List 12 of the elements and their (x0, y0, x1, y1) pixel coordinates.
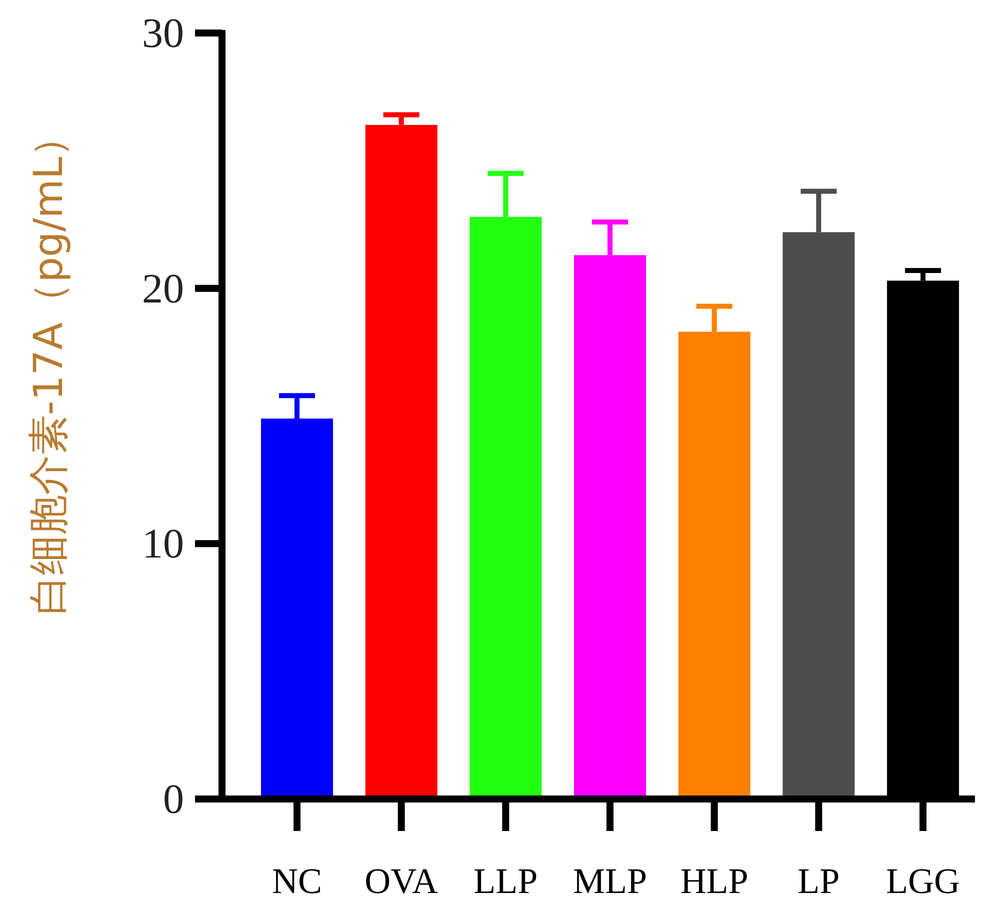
x-tick-label: HLP (680, 861, 748, 901)
y-tick-label: 0 (163, 777, 184, 823)
y-tick-label: 10 (142, 522, 184, 568)
x-tick-label: LLP (474, 861, 538, 901)
x-tick-label: NC (272, 861, 322, 901)
y-tick-label: 20 (142, 266, 184, 312)
y-axis-title: 白细胞介素-17A（pg/mL） (26, 116, 72, 616)
x-tick-label: OVA (364, 861, 438, 901)
x-tick-label: LGG (886, 861, 960, 901)
x-tick-label: MLP (572, 861, 648, 901)
y-tick-label: 30 (142, 11, 184, 57)
x-tick-label: LP (798, 861, 840, 901)
